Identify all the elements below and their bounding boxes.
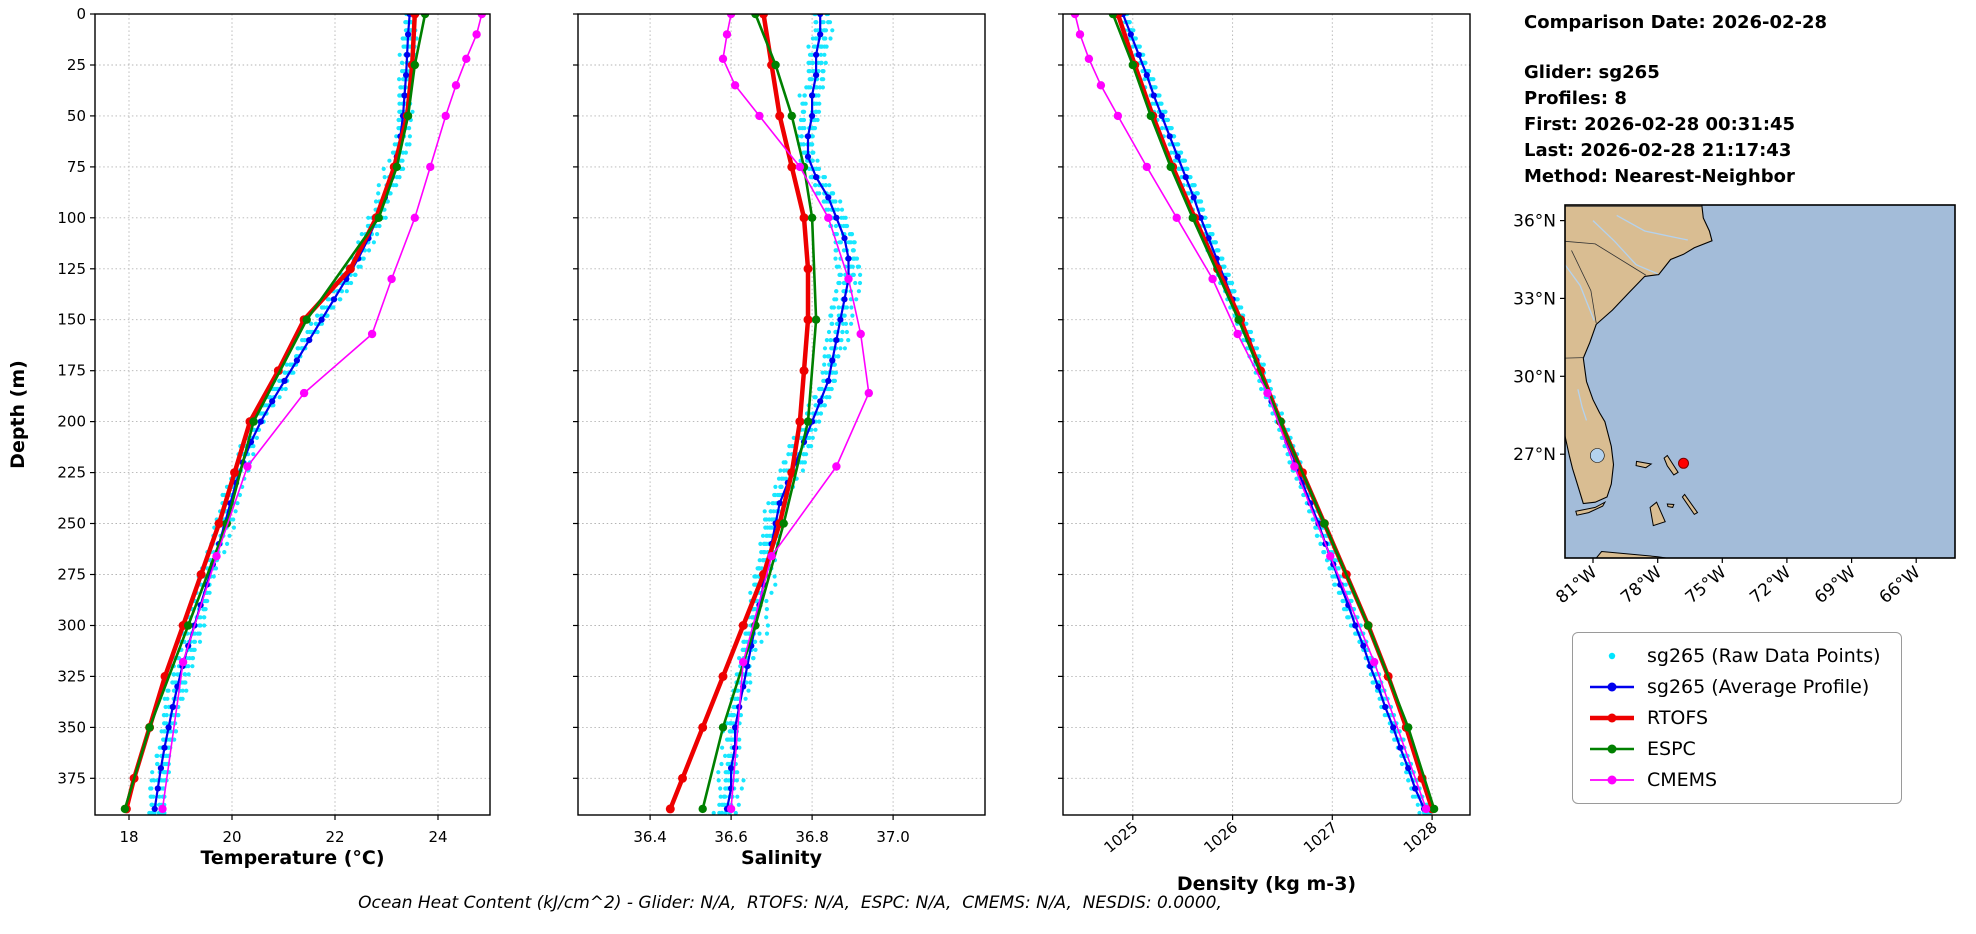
temperature-profile-chart: 0 25 50 75 100 125 150 175 200 225 250 275 300 325 350… [7,5,491,869]
x-axis-label: Temperature (°C) [200,847,384,869]
svg-text:22: 22 [325,828,344,846]
svg-text:66°W: 66°W [1876,562,1925,608]
glider-name-text: Glider: sg265 [1524,62,1660,83]
legend-label: sg265 (Raw Data Points) [1647,645,1881,667]
comparison-date-text: Comparison Date: 2026-02-28 [1524,12,1828,33]
svg-text:30°N: 30°N [1513,367,1556,387]
last-profile-time-text: Last: 2026-02-28 21:17:43 [1524,140,1792,161]
map-land [1565,205,1713,505]
svg-text:78°W: 78°W [1617,562,1666,608]
glider-location-marker [1678,457,1689,469]
legend-label: RTOFS [1647,707,1709,729]
svg-text:36.4: 36.4 [633,828,666,846]
svg-text:36.6: 36.6 [714,828,747,846]
salinity-profile-chart: 36.4 36.6 36.8 37.0 Salinity [573,13,986,869]
x-axis-label: Density (kg m-3) [1177,873,1356,895]
svg-text:24: 24 [428,828,447,846]
svg-text:375: 375 [57,769,86,787]
profiles-count-text: Profiles: 8 [1524,88,1627,109]
svg-text:33°N: 33°N [1513,289,1556,309]
legend-line-marker-icon [1590,744,1634,754]
svg-text:1026: 1026 [1200,818,1241,856]
first-profile-time-text: First: 2026-02-28 00:31:45 [1524,114,1796,135]
legend-dot-marker-icon [1608,652,1616,660]
metadata-panel: Comparison Date: 2026-02-28 Glider: sg26… [1524,10,1827,190]
svg-text:50: 50 [67,107,86,125]
legend-item: ESPC [1587,738,1881,760]
svg-text:1025: 1025 [1101,818,1142,856]
x-axis-label: Salinity [741,847,823,869]
svg-text:75: 75 [67,158,86,176]
svg-text:200: 200 [57,413,86,431]
svg-text:75°W: 75°W [1682,562,1731,608]
legend-label: CMEMS [1647,769,1718,791]
svg-text:250: 250 [57,515,86,533]
legend-line-marker-icon [1590,713,1634,723]
ohc-caption: Ocean Heat Content (kJ/cm^2) - Glider: N… [358,893,1222,913]
legend-item: RTOFS [1587,707,1881,729]
svg-text:350: 350 [57,718,86,736]
svg-text:18: 18 [119,828,138,846]
svg-text:0: 0 [76,5,86,23]
svg-text:81°W: 81°W [1552,562,1601,608]
svg-text:300: 300 [57,617,86,635]
svg-text:325: 325 [57,667,86,685]
legend-line-marker-icon [1590,682,1634,692]
legend-item: CMEMS [1587,769,1881,791]
y-axis-label: Depth (m) [7,360,29,469]
legend-label: ESPC [1647,738,1696,760]
legend-label: sg265 (Average Profile) [1647,676,1870,698]
svg-text:36.8: 36.8 [795,828,828,846]
svg-text:27°N: 27°N [1513,445,1556,465]
legend-item: sg265 (Average Profile) [1587,676,1881,698]
method-text: Method: Nearest-Neighbor [1524,166,1795,187]
svg-text:175: 175 [57,362,86,380]
svg-text:275: 275 [57,566,86,584]
svg-text:225: 225 [57,464,86,482]
svg-text:1027: 1027 [1300,818,1341,856]
density-profile-chart: 1025 1026 1027 1028 Density (kg m-3) [1058,13,1471,895]
legend-line-marker-icon [1590,775,1634,785]
legend-item: sg265 (Raw Data Points) [1587,645,1881,667]
metadata-spacer [1524,36,1827,60]
svg-text:20: 20 [222,828,241,846]
svg-text:69°W: 69°W [1811,562,1860,608]
svg-text:1028: 1028 [1400,818,1441,856]
svg-text:37.0: 37.0 [876,828,909,846]
svg-text:125: 125 [57,260,86,278]
legend: sg265 (Raw Data Points) sg265 (Average Pr… [1572,632,1902,804]
svg-text:36°N: 36°N [1513,212,1556,232]
svg-text:150: 150 [57,311,86,329]
svg-text:72°W: 72°W [1746,562,1795,608]
svg-text:25: 25 [67,56,86,74]
svg-text:100: 100 [57,209,86,227]
location-map: 36°N 33°N 30°N 27°N 81°W 78°W 75°W 72°W 69°W 66°W [1513,204,1956,608]
